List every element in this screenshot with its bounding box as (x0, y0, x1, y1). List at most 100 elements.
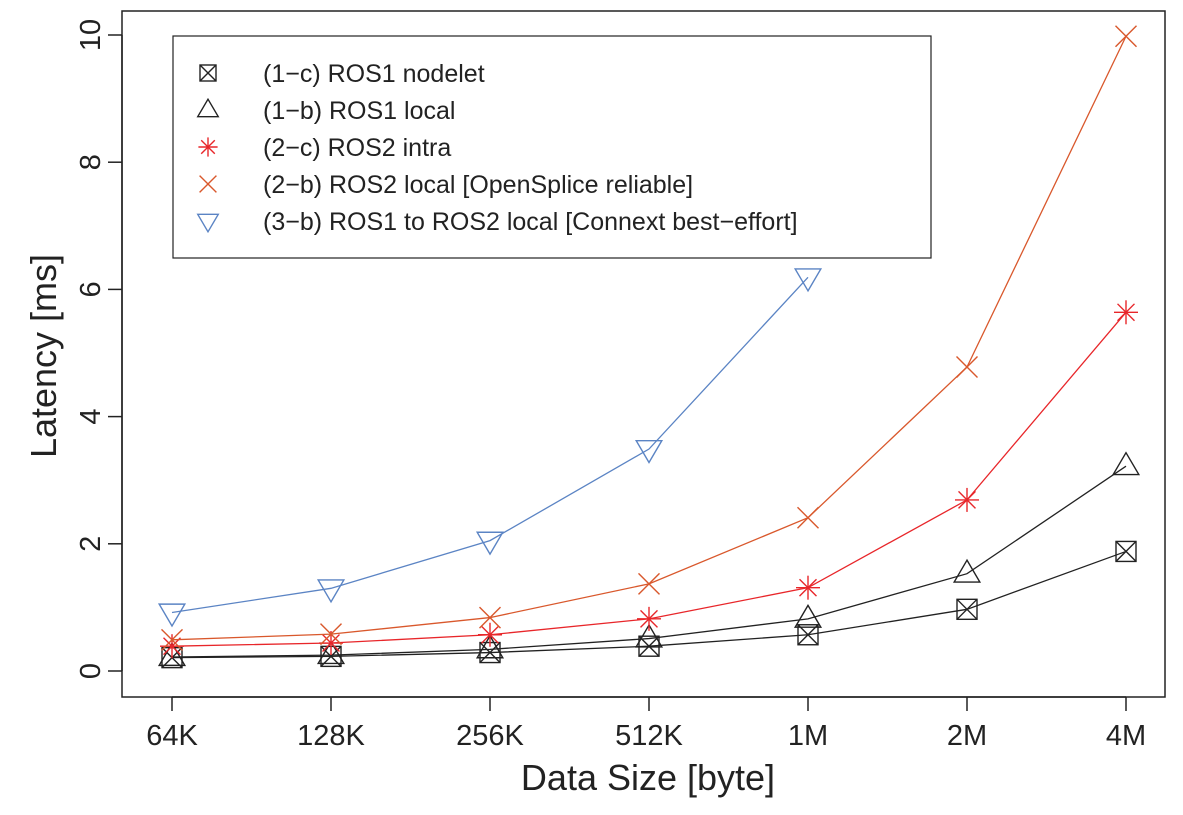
data-point (475, 634, 505, 659)
data-point (637, 606, 661, 631)
marker-triangle (634, 623, 664, 648)
marker-line (799, 578, 817, 597)
x-tick-label: 2M (947, 720, 987, 752)
data-point (157, 603, 187, 628)
marker-triangle (793, 603, 823, 628)
series (160, 300, 1138, 659)
x-tick-label: 256K (456, 720, 524, 752)
marker-line (638, 572, 660, 595)
data-point (797, 624, 819, 646)
data-point (955, 487, 979, 512)
marker-triangle (157, 603, 187, 628)
data-point (160, 634, 184, 659)
marker-line (797, 506, 819, 529)
marker-triangle (952, 558, 982, 583)
data-point (196, 97, 220, 118)
data-point (479, 606, 501, 629)
data-point (956, 598, 978, 621)
legend-item: (1−b) ROS1 local (196, 97, 455, 125)
marker-line (797, 624, 819, 646)
data-point (1115, 540, 1137, 563)
data-point (952, 558, 982, 583)
series-layer (157, 25, 1141, 669)
data-point (1114, 300, 1138, 325)
series-line (171, 550, 1127, 659)
y-tick-label: 8 (75, 154, 107, 170)
data-point (793, 268, 823, 293)
marker-line (1115, 25, 1137, 48)
legend-label: (2−b) ROS2 local [OpenSplice reliable] (263, 171, 693, 199)
marker-line (479, 606, 501, 629)
series-line (171, 276, 809, 614)
y-axis-title: Latency [ms] (23, 254, 64, 458)
data-point (634, 439, 664, 464)
series-line (171, 465, 1127, 658)
legend-label: (3−b) ROS1 to ROS2 local [Connext best−e… (263, 208, 798, 236)
marker-triangle (634, 439, 664, 464)
legend: (1−c) ROS1 nodelet (1−b) ROS1 local (2−c) … (172, 35, 932, 259)
legend-item: (1−c) ROS1 nodelet (199, 60, 485, 88)
data-point (796, 575, 820, 600)
marker-triangle (196, 97, 220, 118)
legend-box (172, 35, 932, 259)
data-point (478, 622, 502, 647)
marker-line (481, 625, 499, 644)
series (161, 540, 1137, 669)
marker-line (322, 634, 340, 652)
y-tick-label: 6 (75, 281, 107, 297)
data-point (638, 572, 660, 595)
marker-box (956, 598, 978, 621)
marker-line (1117, 303, 1135, 322)
marker-line (163, 637, 181, 656)
legend-label: (1−b) ROS1 local (263, 97, 455, 125)
y-tick-label: 4 (75, 409, 107, 425)
x-axis-title: Data Size [byte] (521, 757, 775, 798)
data-point (316, 579, 346, 604)
y-tick-label: 10 (75, 19, 107, 51)
marker-triangle (157, 642, 187, 667)
marker-triangle (316, 579, 346, 604)
marker-line (161, 628, 183, 651)
data-point (475, 531, 505, 556)
legend-item: (2−b) ROS2 local [OpenSplice reliable] (199, 171, 693, 199)
data-point (196, 213, 220, 234)
marker-line (956, 598, 978, 620)
data-point (1115, 25, 1137, 48)
marker-triangle (475, 634, 505, 659)
y-axis: 0 2 4 6 8 10 (75, 19, 123, 679)
series (157, 268, 823, 628)
marker-box (797, 624, 819, 646)
data-point (316, 640, 346, 665)
marker-triangle (793, 268, 823, 293)
marker-triangle (475, 531, 505, 556)
marker-box (1115, 540, 1137, 563)
marker-triangle (1111, 451, 1141, 476)
marker-box (199, 64, 217, 82)
y-tick-label: 0 (75, 663, 107, 679)
data-point (956, 355, 978, 378)
series (161, 25, 1137, 651)
data-point (793, 603, 823, 628)
y-tick-label: 2 (75, 536, 107, 552)
data-point (161, 628, 183, 651)
x-tick-label: 4M (1106, 720, 1146, 752)
marker-line (640, 609, 658, 628)
data-point (199, 64, 217, 82)
data-point (199, 175, 217, 193)
legend-label: (1−c) ROS1 nodelet (263, 60, 485, 88)
series-line (171, 311, 1127, 647)
marker-line (956, 355, 978, 378)
series (157, 451, 1141, 667)
data-point (198, 137, 218, 157)
marker-box (638, 635, 660, 657)
legend-item: (3−b) ROS1 to ROS2 local [Connext best−e… (196, 208, 798, 236)
data-point (797, 506, 819, 529)
legend-label: (2−c) ROS2 intra (263, 134, 451, 162)
marker-line (320, 623, 342, 646)
marker-line (200, 139, 216, 155)
marker-line (199, 175, 217, 193)
x-tick-label: 512K (615, 720, 683, 752)
legend-item: (2−c) ROS2 intra (198, 134, 451, 162)
data-point (634, 623, 664, 648)
